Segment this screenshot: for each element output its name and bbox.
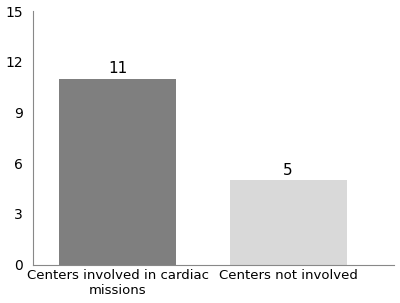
Bar — [230, 180, 346, 265]
Text: 5: 5 — [283, 162, 293, 178]
Text: 11: 11 — [108, 61, 128, 76]
Bar — [60, 79, 176, 265]
